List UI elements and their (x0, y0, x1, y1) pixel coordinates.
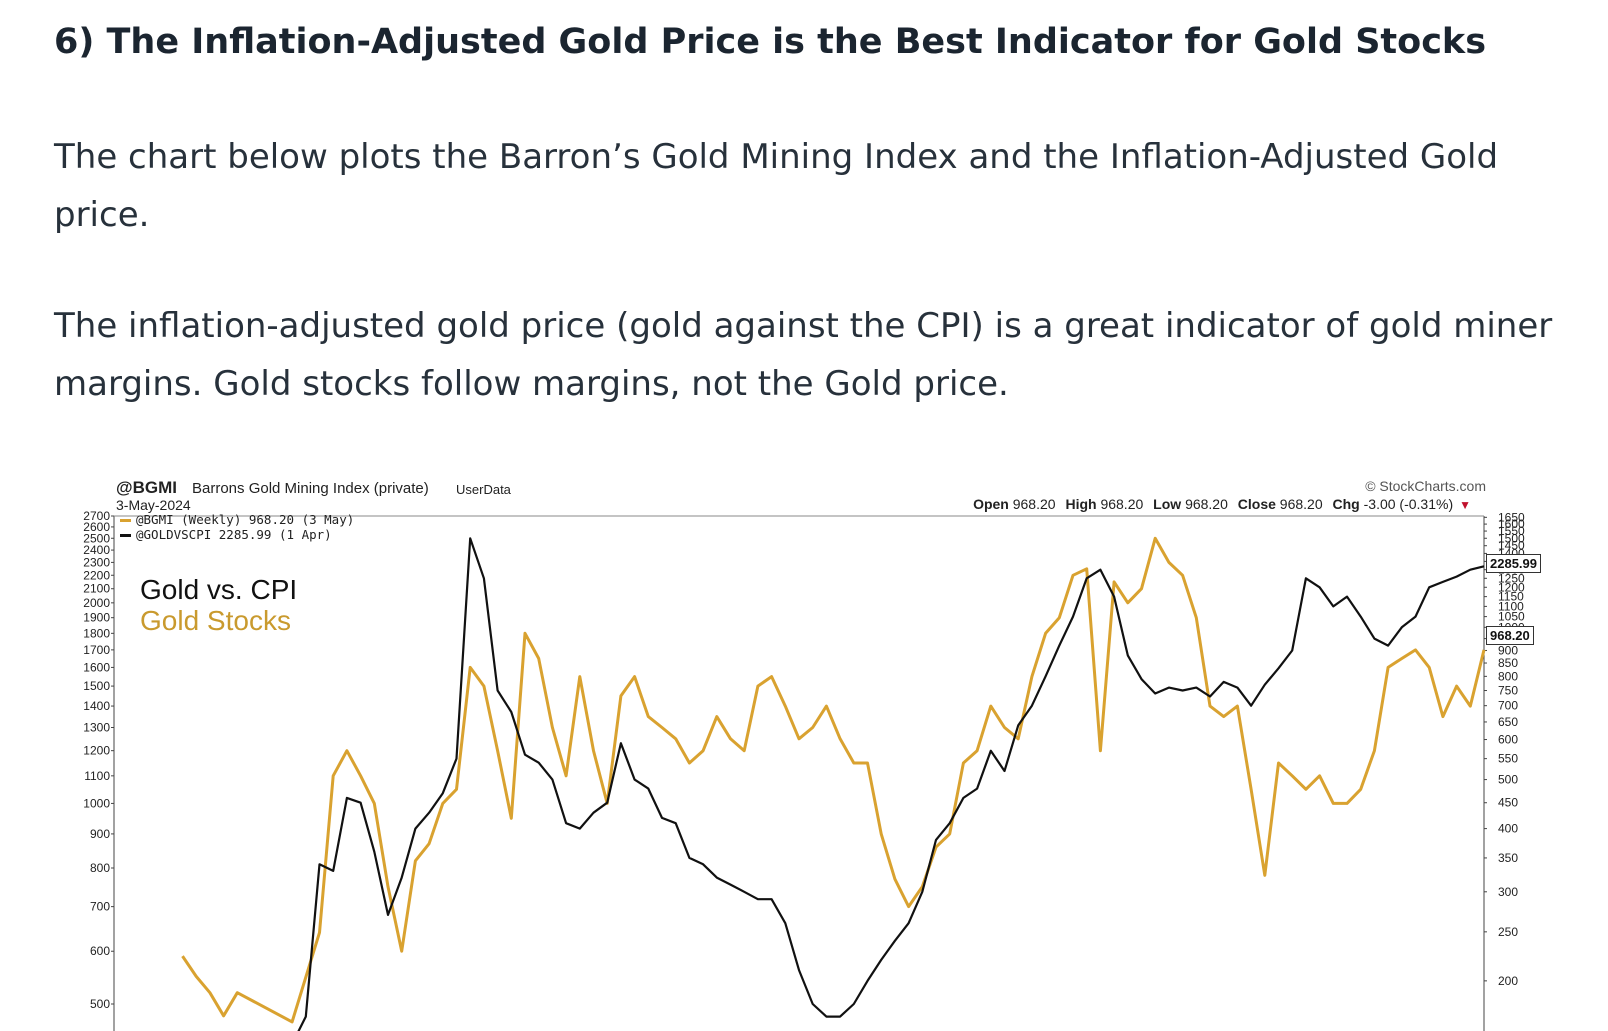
gold-chart: 2700 2600 2500 2400 2300 2200 2100 2000 1900 1800… (74, 476, 1608, 1031)
right-tick-label: 1200 (1498, 580, 1525, 594)
close-label: Close (1237, 496, 1276, 512)
intro-paragraph: The chart below plots the Barron’s Gold … (54, 137, 1499, 235)
right-tick-label: 250 (1498, 925, 1518, 939)
left-tick-label: 2700 (83, 509, 110, 523)
left-tick-label: 2300 (83, 555, 110, 569)
right-tick-label: 650 (1498, 715, 1518, 729)
chart-date: 3-May-2024 (116, 497, 191, 513)
section-heading: 6) The Inflation-Adjusted Gold Price is … (54, 22, 1487, 62)
left-tick-label: 1900 (83, 611, 110, 625)
left-tick-label: 900 (90, 827, 110, 841)
annotation-gold-vs-cpi: Gold vs. CPI (140, 574, 298, 605)
chart-symbol: @BGMI (116, 478, 177, 497)
high-label: High (1065, 496, 1097, 512)
series-line-goldvscpi (297, 537, 1485, 1031)
high-value: 968.20 (1100, 496, 1144, 512)
low-label: Low (1153, 496, 1182, 512)
left-tick-label: 800 (90, 861, 110, 875)
legend-swatch-bgmi (120, 519, 131, 522)
legend-swatch-goldvscpi (120, 534, 131, 537)
last-value-tag-goldvscpi: 2285.99 (1486, 554, 1541, 573)
right-tick-label: 1550 (1498, 524, 1525, 538)
right-tick-label: 1050 (1498, 610, 1525, 624)
left-tick-label: 2600 (83, 520, 110, 534)
left-tick-label: 1200 (83, 744, 110, 758)
legend-entry-bgmi: @BGMI (Weekly) 968.20 (3 May) (120, 512, 354, 527)
annotation-gold-stocks: Gold Stocks (140, 605, 291, 636)
legend-text-bgmi: @BGMI (Weekly) 968.20 (3 May) (136, 512, 355, 527)
left-tick-label: 1600 (83, 660, 110, 674)
chart-symbol-name: Barrons Gold Mining Index (private) (192, 480, 429, 497)
left-tick-label: 2100 (83, 582, 110, 596)
chg-label: Chg (1332, 496, 1360, 512)
legend-text-goldvscpi: @GOLDVSCPI 2285.99 (1 Apr) (136, 527, 332, 542)
chart-brand: © StockCharts.com (1365, 478, 1486, 494)
right-tick-label: 550 (1498, 752, 1518, 766)
chart-userdata-label: UserData (456, 482, 511, 497)
left-tick-label: 2400 (83, 543, 110, 557)
series-line-bgmi (181, 536, 1486, 1024)
right-tick-label: 300 (1498, 885, 1518, 899)
right-tick-label: 750 (1498, 684, 1518, 698)
low-value: 968.20 (1185, 496, 1228, 512)
right-tick-label: 350 (1498, 851, 1518, 865)
left-tick-label: 1300 (83, 720, 110, 734)
right-tick-label: 1150 (1498, 590, 1524, 604)
open-label: Open (973, 496, 1009, 512)
right-tick-label: 1450 (1498, 539, 1525, 553)
right-tick-label: 850 (1498, 656, 1518, 670)
chg-value: -3.00 (-0.31%) (1363, 496, 1454, 512)
left-tick-label: 1500 (83, 679, 110, 693)
left-tick-label: 2000 (83, 596, 110, 610)
close-value: 968.20 (1279, 496, 1323, 512)
open-value: 968.20 (1012, 496, 1056, 512)
explanation-paragraph: The inflation-adjusted gold price (gold … (54, 306, 1553, 404)
right-tick-label: 1500 (1498, 531, 1525, 545)
right-tick-label: 800 (1498, 669, 1518, 683)
right-tick-label: 700 (1498, 699, 1518, 713)
left-tick-label: 1100 (84, 769, 110, 783)
left-tick-label: 1400 (83, 699, 110, 713)
last-value-tag-bgmi: 968.20 (1486, 626, 1534, 645)
right-tick-label: 500 (1498, 773, 1518, 787)
left-tick-label: 1000 (83, 796, 110, 810)
right-tick-label: 600 (1498, 733, 1518, 747)
right-tick-label: 1600 (1498, 517, 1525, 531)
left-tick-label: 700 (90, 900, 110, 914)
left-tick-label: 1700 (83, 643, 110, 657)
left-tick-label: 1800 (83, 626, 110, 640)
chart-ohlc-readout: Open 968.20 High 968.20 Low 968.20 Close… (973, 496, 1477, 512)
right-tick-label: 450 (1498, 796, 1518, 810)
right-tick-label: 1250 (1498, 571, 1525, 585)
right-tick-label: 900 (1498, 643, 1518, 657)
chart-canvas: 2700260025002400230022002100200019001800… (83, 509, 1525, 1031)
right-tick-label: 1650 (1498, 510, 1525, 524)
down-triangle-icon: ▼ (1459, 498, 1471, 512)
left-tick-label: 2200 (83, 568, 110, 582)
right-tick-label: 400 (1498, 822, 1518, 836)
left-tick-label: 600 (90, 944, 110, 958)
left-tick-label: 500 (90, 997, 110, 1011)
legend-entry-goldvscpi: @GOLDVSCPI 2285.99 (1 Apr) (120, 527, 332, 542)
left-tick-label: 2500 (83, 531, 110, 545)
right-tick-label: 200 (1498, 974, 1518, 988)
right-tick-label: 1100 (1498, 599, 1524, 613)
